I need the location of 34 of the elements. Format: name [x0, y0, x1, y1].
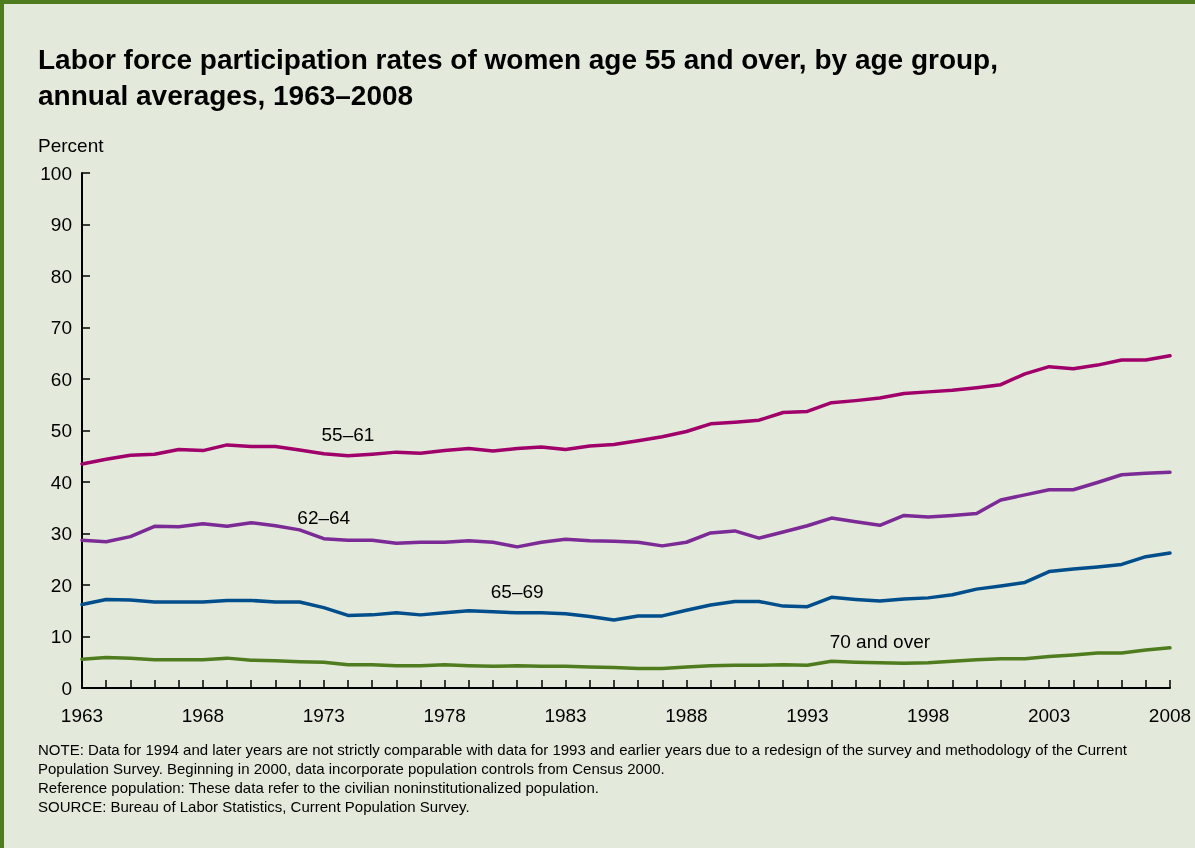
- x-tick-label: 2008: [1148, 705, 1192, 726]
- y-tick-label: 50: [50, 420, 72, 441]
- y-tick-label: 70: [50, 317, 72, 338]
- chart-title: Labor force participation rates of women age 55 and over, by age group, annual averages, 1963–2008: [38, 43, 999, 113]
- y-tick-label: 60: [50, 368, 72, 390]
- x-tick-label: 1963: [60, 705, 104, 726]
- series-label: 62–64: [297, 506, 351, 528]
- series-label: 65–69: [490, 580, 544, 602]
- line-series: [80, 551, 1172, 622]
- text: Reference population: These data refer to the civilian noninstitutionalized population.: [38, 778, 600, 797]
- x-tick-label: 2003: [1027, 705, 1071, 726]
- y-tick-label: 30: [50, 523, 72, 544]
- x-tick-label: 1973: [302, 705, 345, 726]
- y-tick-label: 0: [61, 677, 72, 699]
- x-tick-label: 1978: [423, 705, 466, 726]
- y-tick-label: 40: [50, 471, 72, 493]
- series-label: 55–61: [321, 423, 375, 445]
- y-tick-label: 20: [50, 574, 72, 596]
- y-tick-label: 90: [50, 214, 72, 235]
- line-series: [80, 354, 1172, 466]
- y-tick-label: 10: [50, 626, 72, 647]
- text: NOTE: Data for 1994 and later years are not strictly comparable with data for 1993 and earlier years due to a redesign of the survey and methodology of the Current Population Survey. Beginning in 2000, data incorporate population controls from Census 2000.: [38, 740, 1128, 778]
- y-tick-label: 80: [50, 265, 72, 287]
- x-tick-label: 1983: [544, 705, 587, 726]
- x-tick-label: 1993: [786, 705, 829, 726]
- y-axis-title: Percent: [38, 135, 105, 156]
- source-note: SOURCE: Bureau of Labor Statistics, Current Population Survey.: [38, 797, 471, 816]
- y-tick-label: 100: [40, 162, 72, 184]
- line-series: [80, 470, 1172, 549]
- line-series: [80, 646, 1172, 671]
- x-tick-label: 1968: [181, 705, 225, 726]
- x-tick-label: 1998: [907, 705, 950, 726]
- series-label: 70 and over: [829, 630, 931, 652]
- x-tick-label: 1988: [665, 705, 708, 726]
